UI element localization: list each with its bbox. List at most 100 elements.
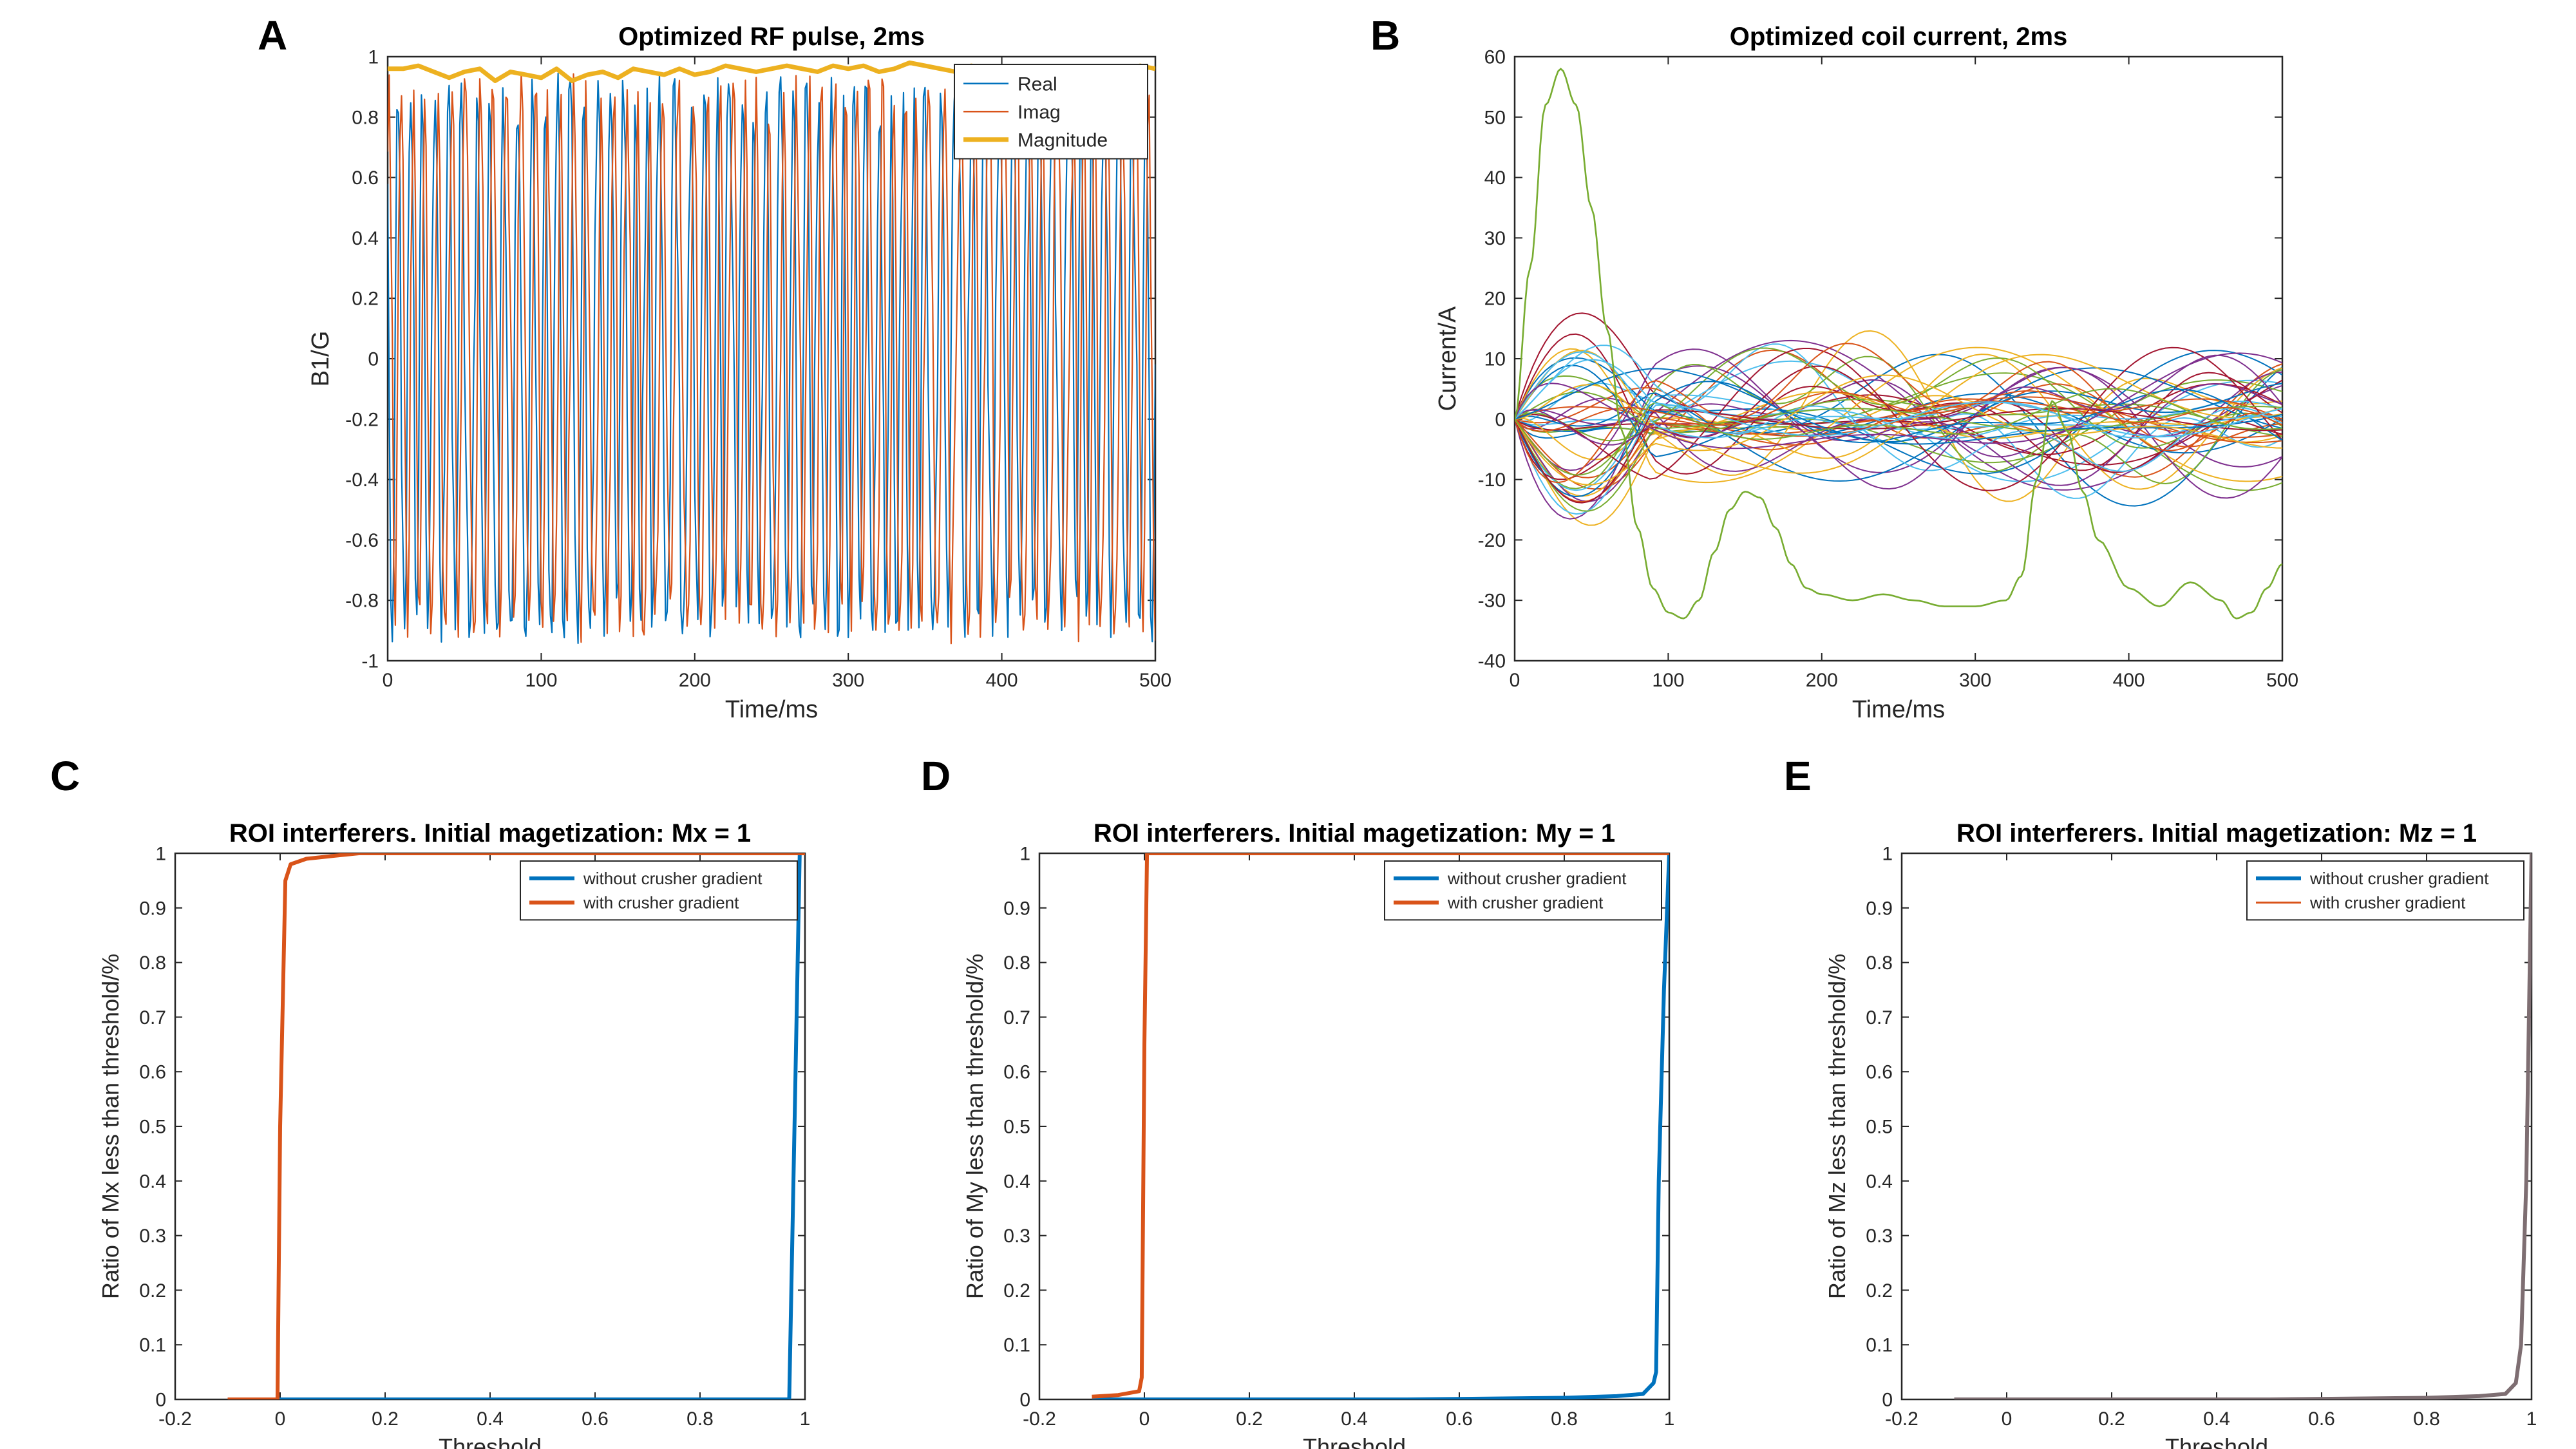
series-imag [388, 72, 1155, 645]
y-tick-label: 0 [1882, 1390, 1893, 1411]
x-axis-label: Time/ms [1852, 696, 1945, 723]
channel-line [1515, 398, 2282, 503]
x-tick-label: -0.2 [1023, 1408, 1056, 1430]
y-tick-label: 10 [1484, 349, 1506, 370]
channel-line-highlight [1515, 68, 2282, 620]
legend-label: Imag [1018, 102, 1061, 123]
panel-letter-c: C [50, 753, 80, 799]
x-axis-label: Time/ms [725, 696, 818, 723]
y-tick-label: 0.4 [139, 1171, 166, 1192]
y-tick-label: 0.6 [1866, 1062, 1893, 1083]
legend-box [520, 860, 798, 921]
y-tick-label: 0.8 [139, 952, 166, 974]
y-tick-label: 0 [1495, 409, 1506, 430]
y-tick-label: 0.1 [139, 1335, 166, 1356]
y-tick-label: 0.9 [139, 898, 166, 919]
channel-line [1515, 365, 2282, 520]
x-tick-label: 200 [679, 670, 711, 691]
y-tick-label: 0.9 [1866, 898, 1893, 919]
x-tick-label: 0.6 [1446, 1408, 1473, 1430]
panel-letter-d: D [921, 753, 951, 799]
channel-line [1515, 374, 2282, 486]
x-tick-label: 0.4 [2203, 1408, 2230, 1430]
x-tick-label: 0 [1510, 670, 1520, 691]
chart-d: -0.2 0 0.2 0.4 0.6 0.8 100.10.20.30.40.50.60.7… [961, 819, 1674, 1449]
y-tick-label: 0.2 [1003, 1280, 1030, 1302]
y-tick-label: 1 [368, 47, 379, 68]
x-tick-label: 100 [525, 670, 557, 691]
channel-line [1515, 390, 2282, 432]
channel-line [1515, 359, 2282, 438]
y-tick-label: 0 [1019, 1390, 1030, 1411]
y-tick-label: -1 [361, 651, 379, 672]
y-tick-label: 0.5 [1866, 1117, 1893, 1138]
legend-label: with crusher gradient [583, 893, 739, 913]
y-tick-label: 0.3 [1003, 1226, 1030, 1247]
x-tick-label: 0 [2002, 1408, 2012, 1430]
y-tick-label: 0.8 [1003, 952, 1030, 974]
y-tick-label: 0.9 [1003, 898, 1030, 919]
y-tick-label: 0.4 [1866, 1171, 1893, 1192]
plot-frame [1900, 852, 2533, 1401]
x-tick-label: 300 [1959, 670, 1991, 691]
x-tick-label: 500 [1139, 670, 1171, 691]
y-axis-label: Current/A [1434, 306, 1461, 411]
x-tick-label: 0.8 [2413, 1408, 2440, 1430]
series-with-crusher [1092, 853, 1669, 1399]
legend-label: with crusher gradient [2309, 893, 2466, 913]
legend-box [1384, 860, 1662, 921]
y-tick-label: -0.2 [345, 409, 379, 430]
x-tick-label: 0.8 [1551, 1408, 1578, 1430]
chart-title: ROI interferers. Initial magetization: M… [1956, 819, 2477, 848]
x-tick-label: 200 [1806, 670, 1838, 691]
series-with-crusher [227, 853, 805, 1399]
channel-line [1515, 350, 2282, 439]
channel-line [1515, 367, 2282, 482]
x-axis-label: Threshold [2165, 1434, 2268, 1449]
x-tick-label: 0.2 [1236, 1408, 1263, 1430]
x-tick-label: 500 [2266, 670, 2298, 691]
x-tick-label: 0.6 [582, 1408, 609, 1430]
x-tick-label: 0.2 [2098, 1408, 2125, 1430]
y-tick-label: -0.4 [345, 469, 379, 491]
x-tick-label: 400 [986, 670, 1018, 691]
y-tick-label: 0.7 [139, 1007, 166, 1028]
y-tick-label: 50 [1484, 107, 1506, 128]
channel-line [1515, 391, 2282, 437]
y-tick-label: 60 [1484, 47, 1506, 68]
y-tick-label: 0.5 [139, 1117, 166, 1138]
y-tick-label: 0 [368, 349, 379, 370]
channel-line [1515, 368, 2282, 445]
y-tick-label: 0.4 [1003, 1171, 1030, 1192]
plot-frame [1038, 852, 1671, 1401]
y-tick-label: -20 [1478, 530, 1506, 551]
channel-line [1515, 388, 2282, 476]
channel-line [1515, 383, 2282, 451]
y-tick-label: 0.7 [1866, 1007, 1893, 1028]
y-axis-label: Ratio of My less than threshold/% [961, 954, 988, 1299]
channel-line [1515, 381, 2282, 498]
y-tick-label: 0.6 [139, 1062, 166, 1083]
y-tick-label: 1 [155, 844, 166, 865]
x-tick-label: 1 [1664, 1408, 1675, 1430]
x-tick-label: 0.4 [477, 1408, 504, 1430]
y-tick-label: 0.5 [1003, 1117, 1030, 1138]
y-tick-label: 0.3 [1866, 1226, 1893, 1247]
x-axis-label: Threshold [439, 1434, 542, 1449]
legend-box [2246, 860, 2524, 921]
y-tick-label: 0.8 [352, 107, 379, 128]
channel-line [1515, 343, 2282, 484]
legend-label: Magnitude [1018, 129, 1108, 151]
panel-letter-b: B [1370, 12, 1401, 59]
x-tick-label: 1 [2526, 1408, 2537, 1430]
y-tick-label: 0.2 [1866, 1280, 1893, 1302]
chart-c: -0.2 0 0.2 0.4 0.6 0.8 100.10.20.30.40.50.60.7… [97, 819, 810, 1449]
x-tick-label: 0.6 [2308, 1408, 2335, 1430]
x-tick-label: 0.2 [372, 1408, 399, 1430]
y-tick-label: 30 [1484, 228, 1506, 249]
x-tick-label: 0.8 [687, 1408, 714, 1430]
y-tick-label: -30 [1478, 591, 1506, 612]
legend-label: without crusher gradient [1447, 869, 1627, 888]
y-tick-label: 0.8 [1866, 952, 1893, 974]
